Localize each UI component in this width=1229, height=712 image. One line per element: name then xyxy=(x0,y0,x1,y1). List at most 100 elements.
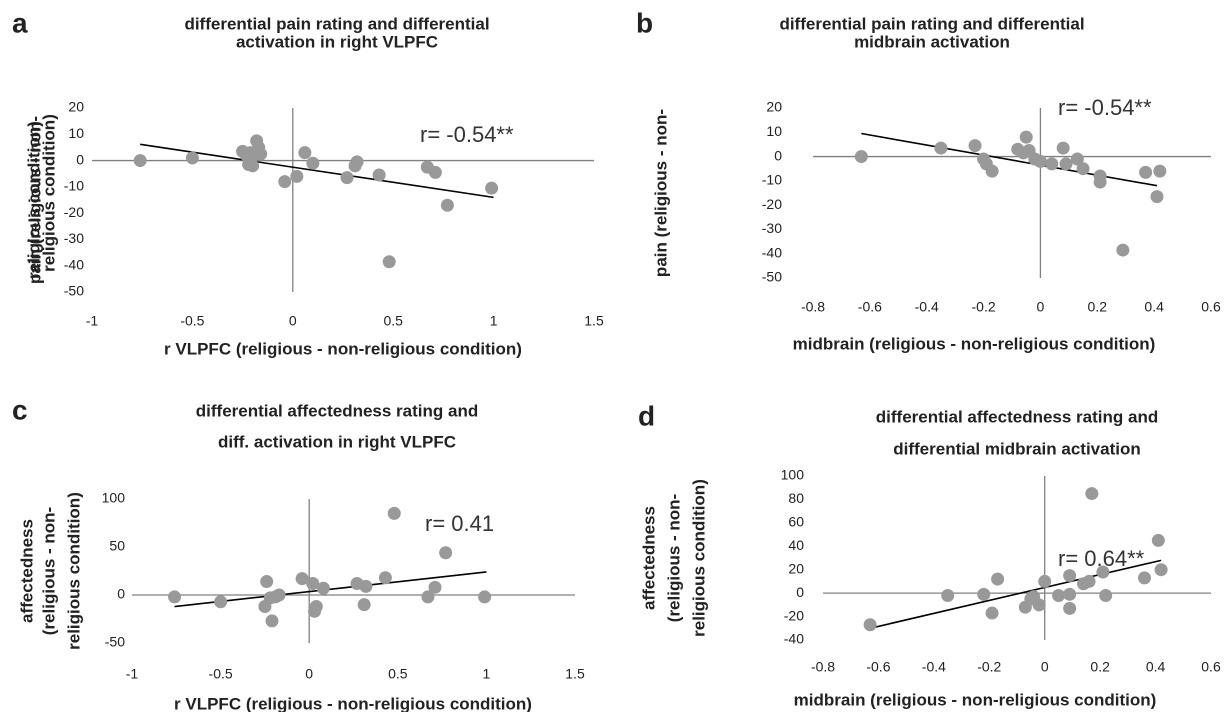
data-point xyxy=(1150,190,1164,204)
data-point xyxy=(133,154,147,168)
data-point xyxy=(1082,574,1096,588)
data-point xyxy=(1153,164,1167,178)
data-point xyxy=(1070,152,1084,166)
x-axis-label: r VLPFC (religious - non-religious condi… xyxy=(174,694,532,712)
data-point xyxy=(272,588,286,602)
data-point xyxy=(1154,563,1168,577)
y-tick-label: -50 xyxy=(64,283,84,299)
data-point xyxy=(1052,588,1066,602)
y-tick-label: -10 xyxy=(64,178,84,194)
y-tick-label: -20 xyxy=(64,204,84,220)
data-point xyxy=(290,169,304,183)
y-tick-label: 20 xyxy=(68,99,84,115)
x-axis-label: midbrain (religious - non-religious cond… xyxy=(793,334,1156,353)
y-axis-label-line: (religious - non- xyxy=(39,507,58,635)
y-tick-label: 60 xyxy=(788,514,804,530)
y-tick-label: 50 xyxy=(109,538,125,554)
panel-d: d differential affectedness rating and dif… xyxy=(638,400,1221,709)
y-axis-label-line: affectedness xyxy=(639,506,658,610)
y-axis-label-line: (religious - non- xyxy=(664,494,683,622)
x-tick-label: -0.6 xyxy=(858,299,882,315)
y-tick-label: -40 xyxy=(762,244,782,260)
data-point xyxy=(382,255,396,269)
data-point xyxy=(260,575,274,589)
x-tick-label: 0.2 xyxy=(1090,659,1110,675)
y-tick-label: 0 xyxy=(76,151,84,167)
data-point xyxy=(306,576,320,590)
correlation-annotation: r= 0.41 xyxy=(425,511,494,536)
data-point xyxy=(991,572,1005,586)
x-tick-label: 0 xyxy=(1037,299,1045,315)
y-tick-label: 0 xyxy=(796,584,804,600)
data-point xyxy=(254,147,268,161)
x-tick-label: -1 xyxy=(86,313,99,329)
regression-line xyxy=(869,559,1162,630)
y-tick-label: 0 xyxy=(117,586,125,602)
data-point xyxy=(439,546,453,560)
chart-title-line: differential affectedness rating and xyxy=(876,407,1158,426)
x-tick-label: -0.6 xyxy=(866,659,890,675)
chart-title-line: differential midbrain activation xyxy=(893,439,1141,458)
x-tick-label: -0.8 xyxy=(811,659,835,675)
x-tick-label: 0.5 xyxy=(383,313,403,329)
data-point xyxy=(934,141,948,155)
y-tick-label: 10 xyxy=(68,125,84,141)
data-point xyxy=(372,168,386,182)
data-point xyxy=(340,171,354,185)
x-tick-label: -1 xyxy=(126,666,139,682)
y-axis-label-line: affectedness xyxy=(17,519,36,623)
panel-label: c xyxy=(12,394,28,425)
y-tick-label: 20 xyxy=(766,99,782,115)
panel-label: a xyxy=(12,7,28,38)
x-tick-label: 1 xyxy=(490,313,498,329)
y-tick-label: 20 xyxy=(788,560,804,576)
data-point xyxy=(1063,601,1077,615)
y-tick-label: -20 xyxy=(762,196,782,212)
data-point xyxy=(316,581,330,595)
x-tick-label: -0.4 xyxy=(915,299,939,315)
data-point xyxy=(1056,141,1070,155)
x-tick-label: 0.4 xyxy=(1144,299,1164,315)
y-tick-label: -50 xyxy=(105,634,125,650)
y-tick-label: -40 xyxy=(64,256,84,272)
x-tick-label: -0.5 xyxy=(209,666,233,682)
x-tick-label: -0.8 xyxy=(801,299,825,315)
y-axis-label-line: pain (religious - non- xyxy=(25,116,44,284)
data-point xyxy=(1059,157,1073,171)
x-tick-label: 0 xyxy=(289,313,297,329)
y-tick-label: 80 xyxy=(788,490,804,506)
regression-line xyxy=(140,143,494,199)
data-point xyxy=(1033,154,1047,168)
data-point xyxy=(1085,487,1099,501)
y-tick-label: -20 xyxy=(784,607,804,623)
data-point xyxy=(359,579,373,593)
x-tick-label: 0.6 xyxy=(1201,659,1221,675)
data-point xyxy=(265,614,279,628)
y-tick-label: 10 xyxy=(766,123,782,139)
data-point xyxy=(306,156,320,170)
y-axis-label-line: religious condition) xyxy=(24,121,43,279)
y-tick-label: -10 xyxy=(762,172,782,188)
y-tick-label: 0 xyxy=(774,147,782,163)
data-point xyxy=(378,571,392,585)
data-point xyxy=(968,139,982,153)
data-point xyxy=(478,590,492,604)
data-point xyxy=(1063,587,1077,601)
y-tick-label: 40 xyxy=(788,537,804,553)
data-point xyxy=(941,588,955,602)
data-point xyxy=(1063,569,1077,583)
data-point xyxy=(428,580,442,594)
x-tick-label: 1.5 xyxy=(584,313,604,329)
data-point xyxy=(1019,130,1033,144)
chart-title-line: diff. activation in right VLPFC xyxy=(218,432,456,451)
y-tick-label: -30 xyxy=(762,220,782,236)
x-tick-label: -0.2 xyxy=(977,659,1001,675)
data-point xyxy=(421,590,435,604)
data-point xyxy=(1116,243,1130,257)
chart-title-line: activation in right VLPFC xyxy=(236,32,438,51)
data-point xyxy=(350,155,364,169)
data-point xyxy=(214,595,228,609)
y-tick-label: -50 xyxy=(762,269,782,285)
